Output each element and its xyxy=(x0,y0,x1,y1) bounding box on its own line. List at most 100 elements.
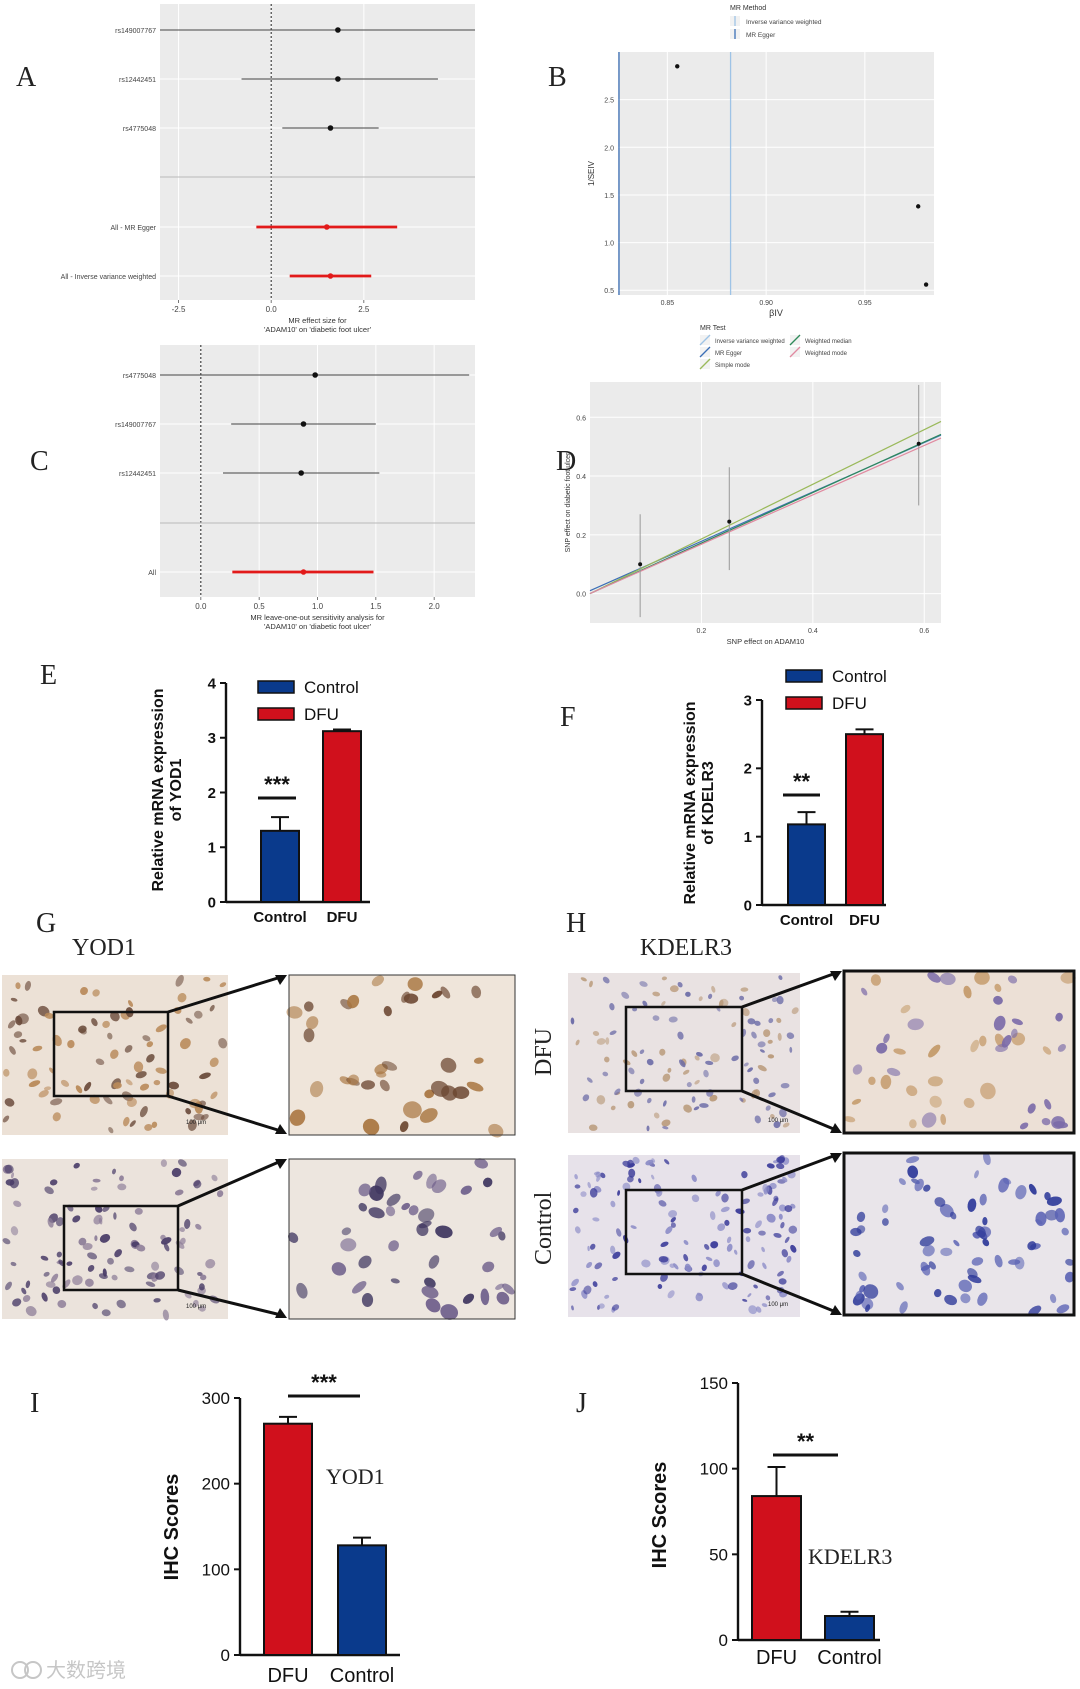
panel-label-f: F xyxy=(560,702,576,733)
kdelr3-control-zoom-frame xyxy=(842,1151,1076,1317)
cell-nucleus xyxy=(418,1208,435,1223)
cell-nucleus xyxy=(199,1305,206,1312)
cell-nucleus xyxy=(44,1012,54,1019)
cell-nucleus xyxy=(144,1123,153,1131)
cell-nucleus xyxy=(426,1173,437,1189)
cell-nucleus xyxy=(151,1261,160,1271)
cell-nucleus xyxy=(1057,1043,1066,1052)
cell-nucleus xyxy=(883,1033,890,1044)
category-label: DFU xyxy=(267,1665,308,1687)
cell-nucleus xyxy=(993,995,1003,1005)
cell-nucleus xyxy=(582,1094,590,1102)
cell-nucleus xyxy=(610,1105,616,1111)
cell-nucleus xyxy=(773,1121,781,1129)
cell-nucleus xyxy=(982,1238,990,1247)
cell-nucleus xyxy=(856,1225,866,1234)
cell-nucleus xyxy=(401,1202,411,1211)
cell-nucleus xyxy=(596,1095,606,1105)
cell-nucleus xyxy=(983,1151,991,1166)
cell-nucleus xyxy=(596,1038,606,1045)
cell-nucleus xyxy=(13,1200,22,1208)
cell-nucleus xyxy=(40,1255,49,1261)
cell-nucleus xyxy=(789,1046,793,1053)
cell-nucleus xyxy=(743,1062,749,1067)
cell-nucleus xyxy=(110,1049,119,1059)
cell-nucleus xyxy=(909,1119,917,1129)
cell-nucleus xyxy=(747,1293,752,1298)
watermark-logo-icon-2 xyxy=(24,1661,42,1679)
y-tick-label: 2.5 xyxy=(604,98,614,105)
cell-nucleus xyxy=(768,1092,776,1098)
cell-nucleus xyxy=(419,1108,438,1123)
significance-stars: ** xyxy=(797,1429,815,1454)
category-label: Control xyxy=(253,909,306,926)
cell-nucleus xyxy=(193,1180,202,1189)
legend-label: Inverse variance weighted xyxy=(746,19,822,26)
row-label: rs149007767 xyxy=(115,422,156,429)
cell-nucleus xyxy=(899,1301,908,1314)
cell-nucleus xyxy=(407,977,423,992)
cell-nucleus xyxy=(610,1200,616,1208)
panel-label-h: H xyxy=(566,908,586,939)
cell-nucleus xyxy=(861,1297,874,1310)
x-tick-label: 0.5 xyxy=(254,602,266,611)
cell-nucleus xyxy=(929,1095,942,1108)
cell-nucleus xyxy=(886,1067,901,1077)
bar-control xyxy=(337,1544,387,1657)
cell-nucleus xyxy=(602,1071,609,1077)
cell-nucleus xyxy=(755,1220,762,1229)
cell-nucleus xyxy=(731,1022,737,1028)
cell-nucleus xyxy=(340,1238,357,1252)
cell-nucleus xyxy=(440,1304,459,1320)
legend-swatch xyxy=(257,680,295,694)
significance-stars: *** xyxy=(264,772,290,797)
cell-nucleus xyxy=(768,1018,774,1024)
panel-a-forest-plot: -2.5 0.0 2.5 rs149007767 rs12442451 rs4775048… xyxy=(61,4,475,334)
cell-nucleus xyxy=(685,991,691,997)
row-label: All - Inverse variance weighted xyxy=(61,274,156,281)
panel-e-bar-chart: 0 1 2 3 4 Control DFU *** Relative mRNA expressi… xyxy=(150,675,370,926)
panel-label-b: B xyxy=(548,62,567,93)
cell-nucleus xyxy=(709,1094,718,1102)
cell-nucleus xyxy=(786,1255,792,1263)
category-label: DFU xyxy=(756,1647,797,1669)
cell-nucleus xyxy=(975,1225,986,1238)
cell-nucleus xyxy=(67,1040,75,1049)
plot-background xyxy=(590,382,941,623)
cell-nucleus xyxy=(773,1232,782,1238)
cell-nucleus xyxy=(587,1245,590,1252)
cell-nucleus xyxy=(3,1068,10,1077)
cell-nucleus xyxy=(920,1264,931,1271)
cell-nucleus xyxy=(66,1261,73,1266)
legend-label: Control xyxy=(832,667,887,686)
y-tick-label: 1.0 xyxy=(604,241,614,248)
cell-nucleus xyxy=(621,991,630,999)
row-label: All xyxy=(148,570,156,577)
bar-control xyxy=(787,823,826,906)
cell-nucleus xyxy=(745,1236,751,1243)
cell-nucleus xyxy=(19,1038,27,1043)
cell-nucleus xyxy=(146,1054,155,1063)
cell-nucleus xyxy=(669,985,679,993)
cell-nucleus xyxy=(440,1057,457,1073)
y-tick-label: 200 xyxy=(202,1475,230,1494)
cell-nucleus xyxy=(705,1256,713,1262)
cell-nucleus xyxy=(179,1038,191,1050)
category-label: Control xyxy=(817,1647,881,1669)
x-axis-label: SNP effect on ADAM10 xyxy=(727,637,805,646)
cell-nucleus xyxy=(705,1060,714,1066)
kdelr3-control-zoom-box xyxy=(624,1188,744,1276)
cell-nucleus xyxy=(498,1231,506,1241)
cell-nucleus xyxy=(963,1097,975,1109)
cell-nucleus xyxy=(401,991,410,1003)
kdelr3-dfu-zoom-arrow-top xyxy=(741,971,837,1009)
y-tick-label: 0.4 xyxy=(576,474,586,481)
y-axis-label: of KDELR3 xyxy=(700,761,717,845)
cell-nucleus xyxy=(219,982,227,988)
x-tick-label: 0.0 xyxy=(195,602,207,611)
cell-nucleus xyxy=(47,1217,54,1228)
cell-nucleus xyxy=(651,1158,656,1163)
cell-nucleus xyxy=(1001,1035,1012,1048)
category-label: Control xyxy=(780,912,833,929)
cell-nucleus xyxy=(94,1235,98,1242)
